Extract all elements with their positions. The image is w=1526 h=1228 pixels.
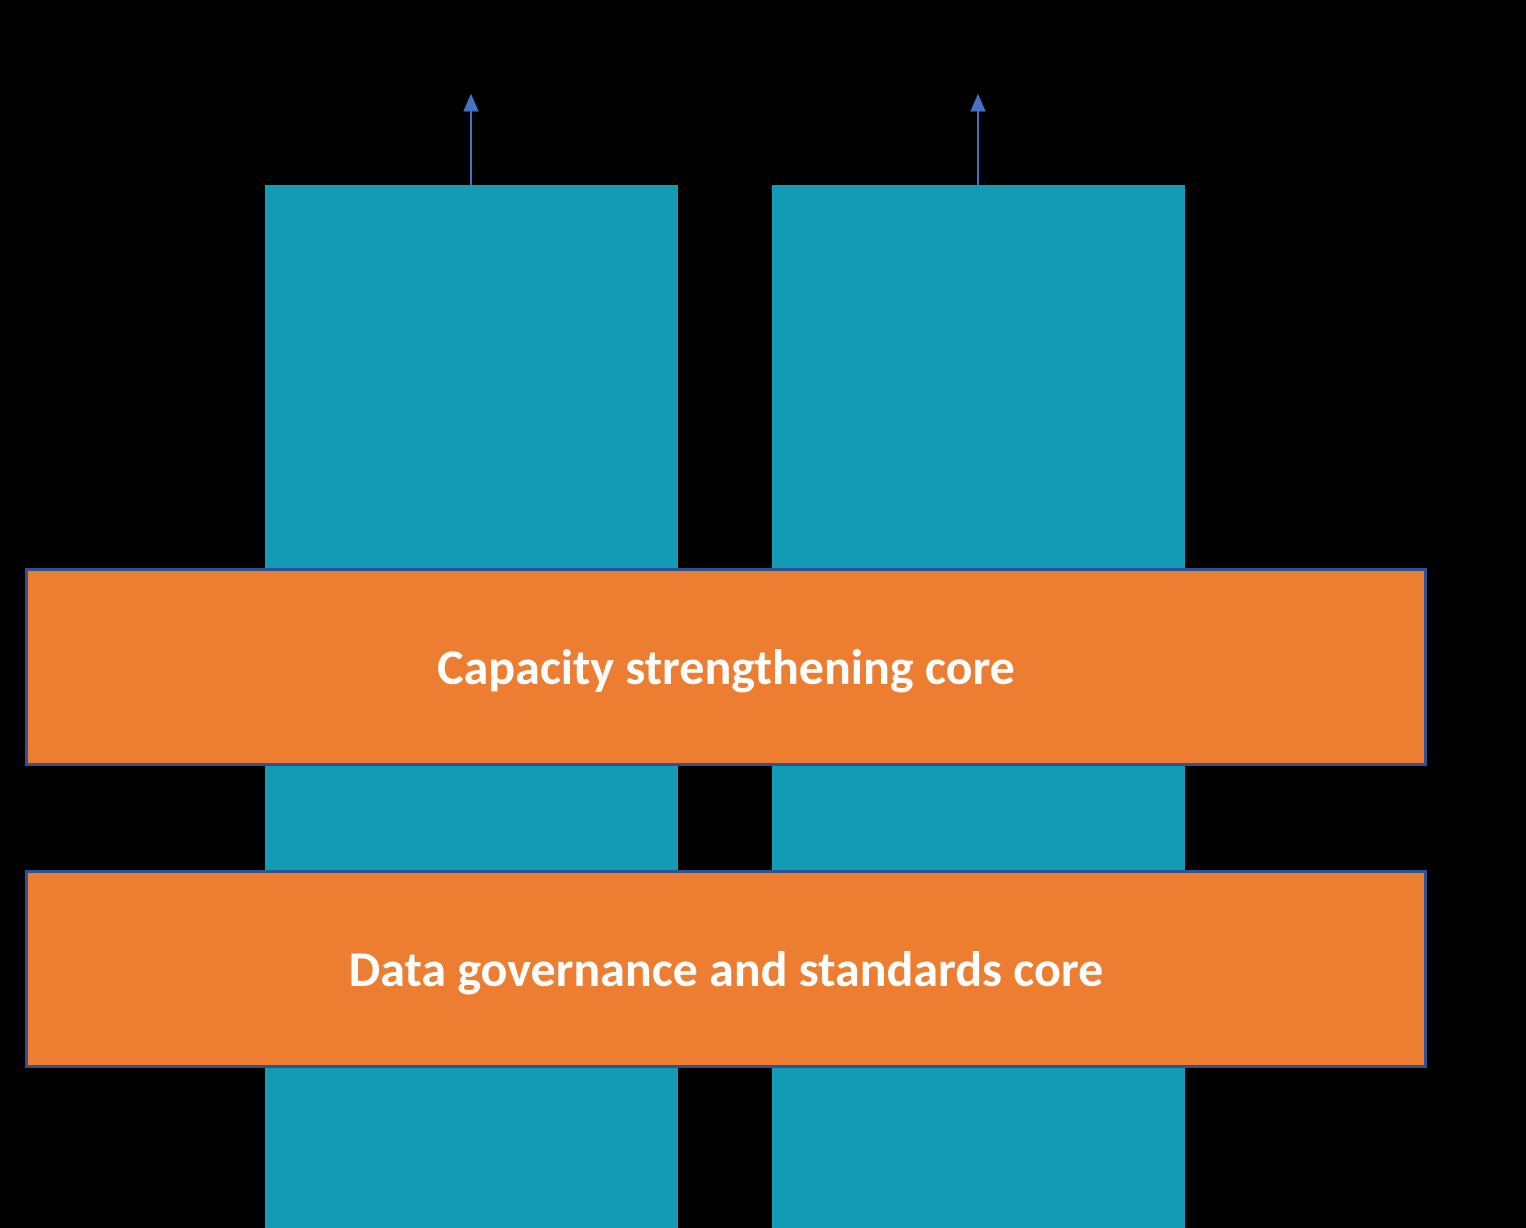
arrow-right-head [971,95,985,111]
arrow-left-head [464,95,478,111]
capacity-core-bar: Capacity strengthening core [25,568,1427,766]
governance-core-label: Data governance and standards core [349,939,1104,1000]
governance-core-bar: Data governance and standards core [25,870,1427,1068]
capacity-core-label: Capacity strengthening core [437,637,1015,698]
